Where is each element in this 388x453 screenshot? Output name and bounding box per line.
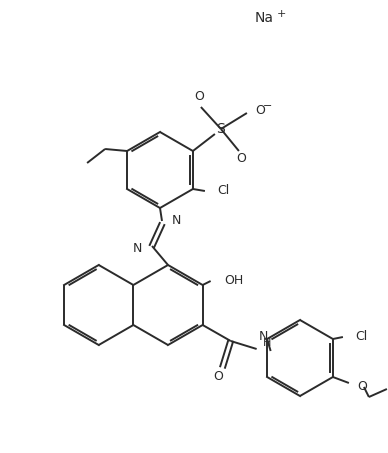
Text: S: S bbox=[217, 122, 225, 136]
Text: +: + bbox=[277, 9, 286, 19]
Text: O: O bbox=[194, 91, 204, 103]
Text: O: O bbox=[236, 153, 246, 165]
Text: −: − bbox=[263, 101, 272, 111]
Text: H: H bbox=[263, 338, 271, 348]
Text: O: O bbox=[255, 105, 265, 117]
Text: Na: Na bbox=[255, 11, 274, 25]
Text: Cl: Cl bbox=[355, 331, 367, 343]
Text: O: O bbox=[214, 371, 223, 384]
Text: N: N bbox=[259, 331, 268, 343]
Text: N: N bbox=[133, 241, 142, 255]
Text: N: N bbox=[172, 213, 181, 226]
Text: O: O bbox=[357, 380, 367, 392]
Text: Cl: Cl bbox=[217, 184, 229, 198]
Text: OH: OH bbox=[225, 275, 244, 288]
